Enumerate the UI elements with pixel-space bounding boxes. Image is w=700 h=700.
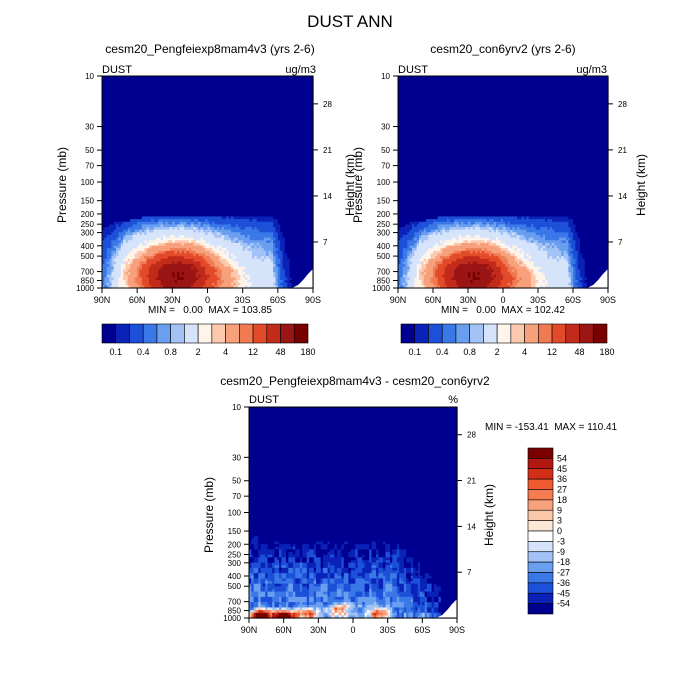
figure-title: DUST ANN xyxy=(307,12,393,31)
panel-top-left: cesm20_Pengfeiexp8mam4v3 (yrs 2-6) DUST … xyxy=(55,42,357,357)
variable-label: DUST xyxy=(102,64,132,76)
units-label: ug/m3 xyxy=(285,64,316,76)
plot-area: 90N 60N 30N 0 30S 60S 90S103050701001502002503… xyxy=(76,72,332,305)
panel-title: cesm20_Pengfeiexp8mam4v3 (yrs 2-6) xyxy=(105,42,314,56)
